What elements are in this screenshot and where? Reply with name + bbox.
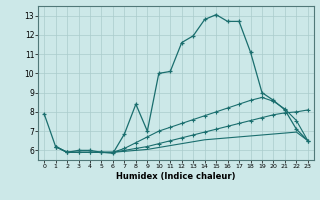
X-axis label: Humidex (Indice chaleur): Humidex (Indice chaleur): [116, 172, 236, 181]
